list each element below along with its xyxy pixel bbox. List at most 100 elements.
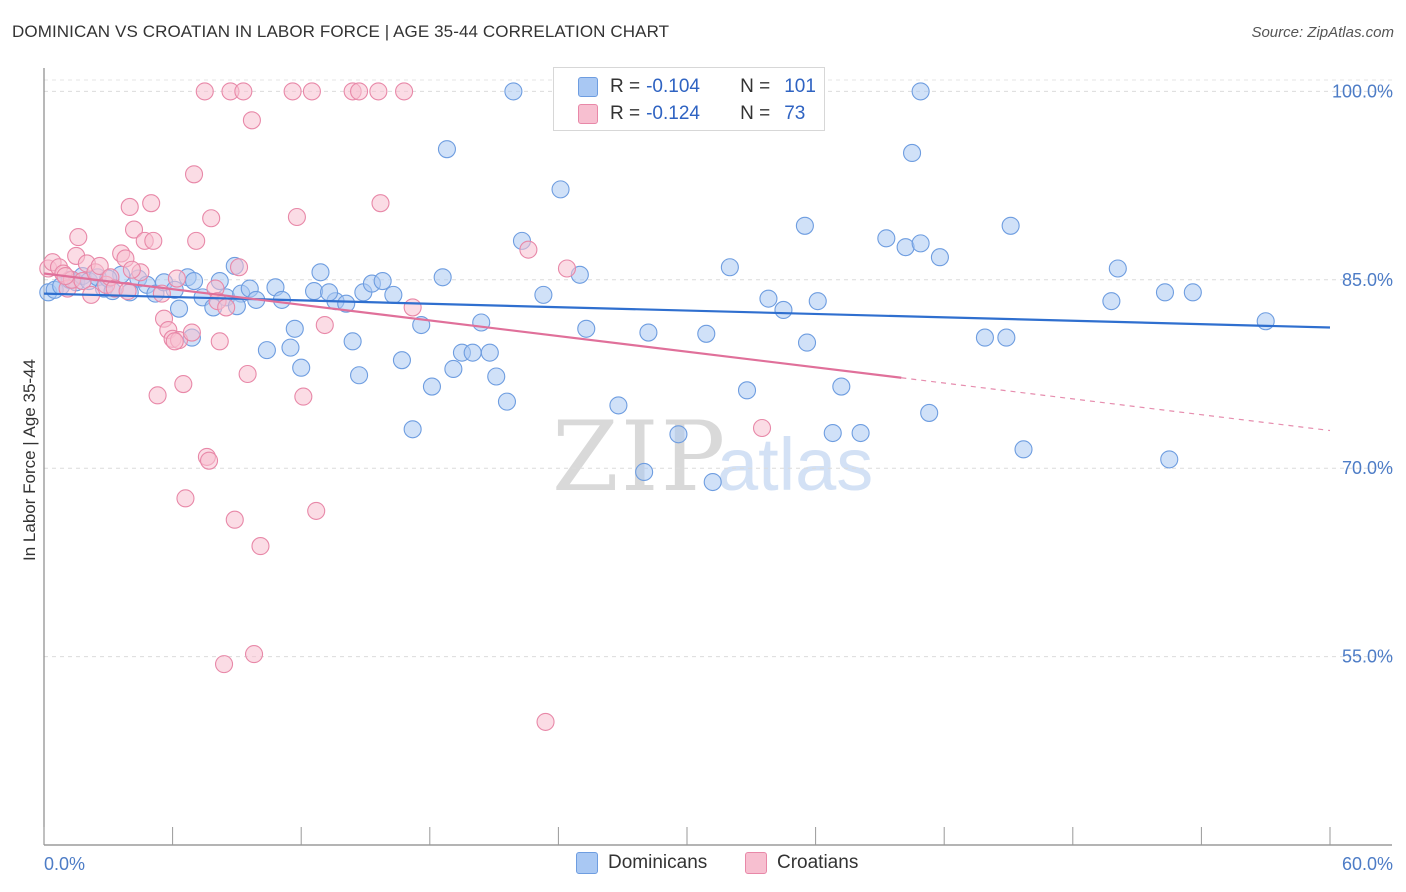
data-point [832, 377, 851, 396]
data-point [920, 403, 939, 422]
data-point [808, 292, 827, 311]
data-point [214, 655, 234, 674]
data-point [703, 472, 722, 492]
data-point [497, 392, 517, 411]
data-point [305, 282, 324, 301]
data-point [437, 140, 456, 159]
data-point [480, 343, 499, 362]
data-point [911, 234, 930, 253]
data-point [242, 111, 261, 130]
data-point [90, 256, 109, 276]
data-point [902, 143, 922, 162]
data-point [797, 333, 817, 352]
data-point [975, 328, 994, 347]
data-point [639, 323, 658, 342]
data-point [444, 359, 463, 379]
y-tick-labels: 100.0% 85.0% 70.0% 55.0% [1332, 81, 1393, 666]
data-point [350, 82, 369, 101]
series-swatch-croatians [745, 852, 767, 874]
data-point [144, 231, 163, 250]
trend-line-croatians-extension [901, 377, 1331, 432]
axes [43, 68, 1392, 846]
data-point [283, 82, 302, 101]
legend-row-croatians: R = -0.124 N = 73 [578, 102, 805, 126]
y-tick-label: 100.0% [1332, 81, 1393, 101]
series-label-croatians: Croatians [777, 852, 859, 873]
data-point [176, 489, 195, 508]
data-point [244, 645, 264, 664]
data-point [1256, 312, 1275, 331]
data-point [292, 358, 311, 377]
data-point [557, 259, 577, 278]
legend-n-label: N = [740, 76, 771, 97]
data-point [487, 367, 506, 386]
legend-n-value: 73 [784, 103, 806, 124]
legend-r-value: -0.104 [646, 76, 700, 97]
data-point [122, 260, 141, 279]
data-point [1108, 259, 1127, 278]
croatians-points [39, 82, 772, 731]
data-point [392, 351, 411, 370]
data-point [669, 425, 688, 444]
data-point [69, 228, 88, 247]
legend-r-value: -0.124 [646, 103, 700, 124]
data-point [302, 82, 321, 101]
data-point [720, 258, 739, 277]
data-point [320, 283, 339, 302]
data-point [774, 300, 793, 319]
data-point [238, 364, 257, 384]
data-point [433, 268, 452, 287]
data-point [217, 298, 236, 317]
data-point [635, 462, 654, 482]
data-point [911, 82, 930, 101]
series-legend-dominicans[interactable]: Dominicans [576, 852, 707, 874]
data-point [234, 82, 253, 101]
legend-row-dominicans: R = -0.104 N = 101 [578, 75, 816, 99]
legend-n-label: N = [740, 103, 771, 124]
data-point [519, 240, 538, 259]
data-point [369, 82, 388, 101]
watermark-atlas: atlas [717, 423, 873, 506]
data-point [184, 272, 204, 291]
data-point [1183, 283, 1202, 302]
data-point [851, 423, 870, 443]
data-point [1155, 283, 1175, 302]
data-point [287, 207, 306, 227]
y-tick-label: 55.0% [1342, 647, 1393, 667]
data-point [422, 377, 441, 396]
data-point [195, 82, 214, 101]
legend-r-label: R = [610, 76, 641, 97]
data-point [167, 269, 186, 288]
data-point [307, 501, 326, 520]
data-point [229, 258, 249, 277]
data-point [752, 418, 772, 438]
data-point [281, 338, 300, 357]
data-point [174, 374, 193, 394]
data-point [337, 294, 356, 313]
y-axis-label: In Labor Force | Age 35-44 [20, 359, 39, 561]
data-point [371, 194, 390, 213]
data-point [877, 229, 896, 248]
correlation-legend: R = -0.104 N = 101 R = -0.124 N = 73 [553, 67, 825, 131]
data-point [536, 712, 555, 731]
legend-r-label: R = [610, 103, 641, 124]
data-point [759, 289, 778, 308]
data-point [210, 332, 229, 351]
data-point [251, 537, 270, 556]
data-point [142, 194, 161, 213]
data-point [165, 332, 184, 351]
data-point [403, 420, 422, 439]
data-point [350, 366, 369, 385]
data-point [294, 387, 313, 406]
data-point [609, 396, 628, 415]
legend-swatch-croatians [578, 104, 598, 124]
data-point [182, 323, 201, 342]
data-point [373, 272, 392, 291]
data-point [1014, 440, 1033, 459]
data-point [1001, 216, 1020, 235]
series-legend-croatians[interactable]: Croatians [745, 852, 858, 874]
data-point [169, 299, 189, 318]
data-point [187, 231, 206, 250]
watermark-zip: ZIP [552, 401, 727, 513]
data-point [403, 298, 422, 317]
